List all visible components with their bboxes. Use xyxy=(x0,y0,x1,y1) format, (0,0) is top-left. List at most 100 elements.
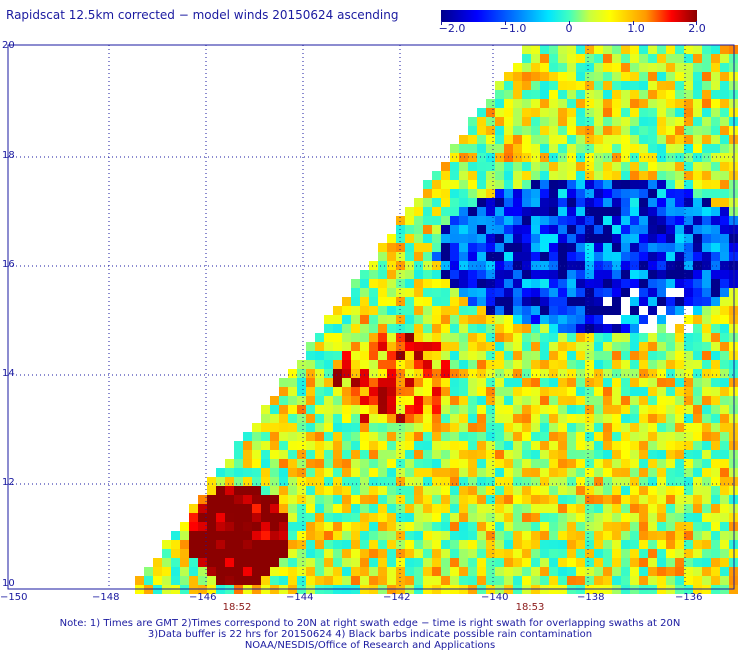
wind-cell xyxy=(171,567,180,576)
wind-cell xyxy=(711,315,720,324)
wind-cell xyxy=(405,207,414,216)
wind-cell xyxy=(675,243,684,252)
wind-cell xyxy=(432,243,441,252)
wind-cell xyxy=(576,189,585,198)
wind-cell xyxy=(531,540,540,549)
wind-cell xyxy=(234,495,243,504)
wind-cell xyxy=(522,486,531,495)
wind-cell xyxy=(396,270,405,279)
wind-cell xyxy=(540,288,549,297)
wind-cell xyxy=(414,567,423,576)
wind-cell xyxy=(441,504,450,513)
wind-cell xyxy=(423,540,432,549)
wind-cell xyxy=(585,504,594,513)
wind-cell xyxy=(207,531,216,540)
wind-cell xyxy=(540,252,549,261)
wind-cell xyxy=(621,351,630,360)
wind-cell xyxy=(657,297,666,306)
wind-cell xyxy=(369,558,378,567)
wind-cell xyxy=(639,432,648,441)
wind-cell xyxy=(648,432,657,441)
wind-cell xyxy=(306,369,315,378)
wind-cell xyxy=(396,432,405,441)
wind-cell xyxy=(702,495,711,504)
wind-cell xyxy=(468,279,477,288)
wind-cell xyxy=(648,441,657,450)
wind-cell xyxy=(513,135,522,144)
wind-cell xyxy=(594,387,603,396)
wind-cell xyxy=(216,576,225,585)
wind-cell xyxy=(279,387,288,396)
lon-label-142: −142 xyxy=(383,592,411,603)
wind-cell xyxy=(522,279,531,288)
wind-cell xyxy=(567,414,576,423)
wind-cell xyxy=(702,540,711,549)
wind-cell xyxy=(558,495,567,504)
wind-cell xyxy=(630,63,639,72)
wind-cell xyxy=(405,324,414,333)
wind-cell xyxy=(432,423,441,432)
wind-cell xyxy=(459,522,468,531)
wind-cell xyxy=(486,108,495,117)
wind-cell xyxy=(432,360,441,369)
wind-cell xyxy=(279,495,288,504)
wind-cell xyxy=(576,486,585,495)
wind-cell xyxy=(576,72,585,81)
wind-cell xyxy=(513,189,522,198)
wind-cell xyxy=(531,189,540,198)
wind-cell xyxy=(459,189,468,198)
wind-cell xyxy=(378,270,387,279)
wind-cell xyxy=(387,414,396,423)
wind-cell xyxy=(369,405,378,414)
wind-cell xyxy=(495,477,504,486)
wind-cell xyxy=(468,387,477,396)
wind-cell xyxy=(297,441,306,450)
wind-cell xyxy=(612,450,621,459)
wind-cell xyxy=(666,495,675,504)
wind-cell xyxy=(360,306,369,315)
wind-cell xyxy=(630,108,639,117)
wind-cell xyxy=(567,486,576,495)
wind-cell xyxy=(639,108,648,117)
wind-cell xyxy=(612,360,621,369)
wind-cell xyxy=(666,540,675,549)
wind-cell xyxy=(558,297,567,306)
wind-cell xyxy=(630,126,639,135)
wind-cell xyxy=(630,135,639,144)
wind-cell xyxy=(189,549,198,558)
wind-cell xyxy=(549,567,558,576)
wind-cell xyxy=(342,423,351,432)
wind-cell xyxy=(279,522,288,531)
wind-cell xyxy=(621,459,630,468)
wind-cell xyxy=(558,90,567,99)
wind-cell xyxy=(513,414,522,423)
wind-cell xyxy=(333,378,342,387)
wind-cell xyxy=(522,540,531,549)
lon-label-150: −150 xyxy=(0,592,28,603)
wind-cell xyxy=(288,495,297,504)
wind-cell xyxy=(189,567,198,576)
wind-cell xyxy=(639,207,648,216)
wind-cell xyxy=(486,270,495,279)
wind-cell xyxy=(423,432,432,441)
wind-cell xyxy=(243,450,252,459)
wind-cell xyxy=(522,108,531,117)
wind-cell xyxy=(603,126,612,135)
wind-cell xyxy=(315,531,324,540)
wind-cell xyxy=(657,198,666,207)
wind-cell xyxy=(693,531,702,540)
wind-cell xyxy=(423,288,432,297)
wind-cell xyxy=(378,477,387,486)
wind-cell xyxy=(666,270,675,279)
wind-cell xyxy=(657,504,666,513)
wind-cell xyxy=(297,468,306,477)
wind-cell xyxy=(432,504,441,513)
wind-cell xyxy=(711,387,720,396)
wind-cell xyxy=(585,432,594,441)
wind-cell xyxy=(522,450,531,459)
wind-cell xyxy=(657,54,666,63)
wind-cell xyxy=(306,441,315,450)
wind-cell xyxy=(468,441,477,450)
wind-cell xyxy=(414,387,423,396)
wind-cell xyxy=(693,522,702,531)
